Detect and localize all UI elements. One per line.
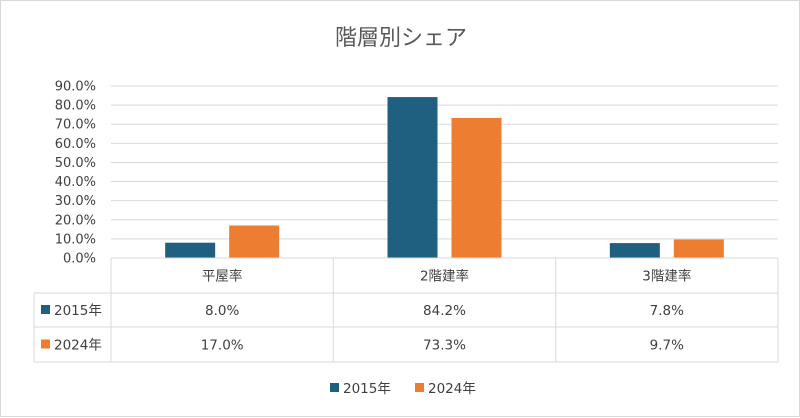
- y-tick-label: 0.0%: [63, 252, 96, 267]
- bar: [229, 225, 280, 258]
- y-tick-label: 60.0%: [55, 137, 96, 152]
- bar: [451, 117, 502, 258]
- row-series-label: 2024年: [54, 338, 102, 354]
- bars: [165, 97, 724, 258]
- y-tick-label: 50.0%: [55, 156, 96, 171]
- y-tick-label: 80.0%: [55, 99, 96, 114]
- data-label: 7.8%: [650, 303, 684, 319]
- legend-label: 2024年: [428, 381, 476, 397]
- x-tick-label: 平屋率: [202, 268, 243, 285]
- y-tick-label: 70.0%: [55, 118, 96, 133]
- bar: [165, 242, 216, 258]
- bar: [673, 239, 724, 258]
- y-tick-label: 90.0%: [55, 80, 96, 95]
- y-tick-label: 20.0%: [55, 213, 96, 228]
- grid: [111, 85, 778, 240]
- legend-swatch: [415, 383, 424, 392]
- data-label: 73.3%: [423, 338, 466, 354]
- data-label: 8.0%: [205, 303, 239, 319]
- y-tick-label: 10.0%: [55, 232, 96, 247]
- y-axis: 0.0% 10.0% 20.0% 30.0% 40.0% 50.0% 60.0% 70.0% 8…: [55, 80, 96, 267]
- x-tick-label: 2階建率: [420, 268, 469, 285]
- bar: [387, 97, 438, 258]
- legend-label: 2015年: [343, 381, 391, 397]
- legend-swatch: [330, 383, 339, 392]
- data-label: 84.2%: [423, 303, 466, 319]
- row-series-label: 2015年: [54, 303, 102, 319]
- chart-title: 階層別シェア: [335, 26, 467, 51]
- y-tick-label: 30.0%: [55, 194, 96, 209]
- bar: [609, 243, 660, 258]
- data-label: 9.7%: [650, 338, 684, 354]
- y-tick-label: 40.0%: [55, 175, 96, 190]
- data-label: 17.0%: [201, 338, 244, 354]
- legend: 2015年 2024年: [330, 381, 476, 397]
- row-legend-key: [41, 339, 50, 349]
- x-tick-label: 3階建率: [642, 268, 691, 285]
- row-legend-key: [41, 305, 50, 314]
- data-table: 平屋率 2階建率 3階建率 2015年 8.0% 84.2% 7.8% 2024年 17.0% 7…: [33, 257, 779, 363]
